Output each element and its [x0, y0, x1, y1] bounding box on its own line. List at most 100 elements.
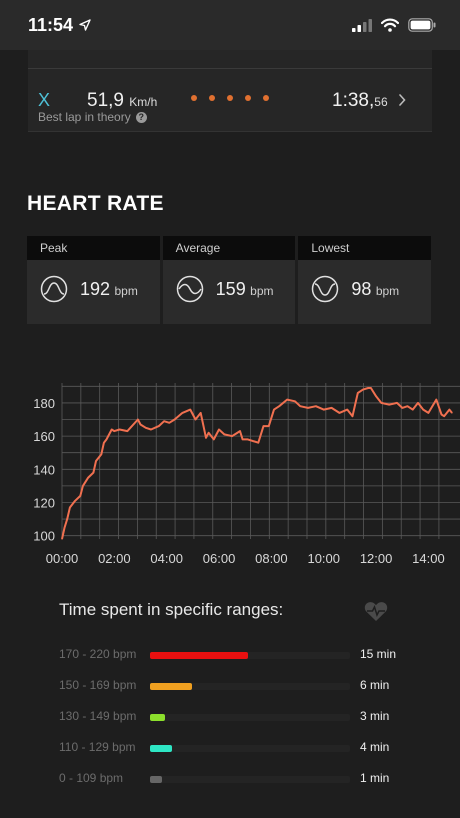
chart-data-point	[443, 415, 445, 417]
chart-data-point	[87, 476, 89, 479]
range-track	[150, 776, 350, 783]
chart-data-point	[278, 405, 280, 407]
lap-dot	[245, 95, 251, 101]
hr-card-label: Lowest	[298, 236, 432, 260]
chart-x-tick-label: 12:00	[360, 551, 393, 566]
hr-card-lowest: Lowest 98 bpm	[298, 236, 432, 324]
chart-data-point	[257, 442, 259, 444]
lap-note: Best lap in theory ?	[38, 110, 147, 124]
chart-x-tick-label: 06:00	[203, 551, 236, 566]
chart-data-point	[139, 423, 142, 426]
heart-rate-chart: 100 120 140 160 180 00:00 02:00 04:00 06:00 08:00…	[0, 375, 460, 575]
chart-data-point	[268, 425, 270, 427]
lap-time-main: 1:38,	[332, 90, 375, 111]
chart-data-point	[118, 428, 121, 431]
lap-dot	[209, 95, 215, 101]
status-time-group: 11:54	[28, 15, 91, 36]
chart-data-point	[357, 392, 359, 394]
range-label: 150 - 169 bpm	[59, 678, 137, 692]
range-value: 1 min	[360, 771, 390, 785]
chart-data-point	[388, 403, 390, 406]
chart-data-point	[105, 438, 108, 441]
chart-data-point	[294, 400, 296, 402]
range-row: 130 - 149 bpm 3 min	[0, 709, 460, 727]
chart-data-point	[396, 402, 398, 404]
lap-card-divider	[28, 68, 432, 69]
chart-data-point	[218, 428, 220, 431]
chart-data-point	[126, 430, 129, 432]
best-lap-card[interactable]: X 51,9 Km/h 1:38,56 Best lap in theory ?	[28, 50, 432, 132]
chart-data-point	[74, 500, 76, 502]
chart-data-point	[150, 428, 152, 431]
chart-x-tick-label: 14:00	[412, 551, 445, 566]
hr-card-label: Peak	[27, 236, 160, 260]
chart-data-point	[239, 430, 241, 432]
range-bar-fill	[150, 714, 165, 721]
range-row: 150 - 169 bpm 6 min	[0, 678, 460, 696]
chart-data-point	[417, 402, 419, 404]
chart-data-point	[111, 428, 113, 431]
lap-time-ms: 56	[374, 95, 388, 109]
status-time: 11:54	[28, 14, 74, 35]
chart-data-point	[412, 408, 414, 411]
chart-data-point	[189, 408, 191, 411]
location-arrow-icon	[79, 19, 91, 31]
range-label: 0 - 109 bpm	[59, 771, 124, 785]
chart-data-point	[137, 418, 139, 421]
chart-data-point	[367, 387, 369, 389]
lap-marker: X	[38, 90, 51, 110]
range-row: 170 - 220 bpm 15 min	[0, 647, 460, 665]
chart-x-tick-label: 10:00	[307, 551, 340, 566]
chart-data-point	[223, 433, 225, 436]
chart-x-tick-label: 08:00	[255, 551, 288, 566]
status-bar: 11:54	[0, 0, 460, 50]
range-bar-fill	[150, 652, 248, 659]
chart-data-point	[262, 425, 265, 427]
hr-value: 159	[215, 278, 246, 299]
chart-data-point	[69, 506, 71, 509]
chart-data-point	[113, 430, 115, 432]
chart-data-point	[61, 538, 63, 540]
battery-icon	[408, 18, 436, 32]
lap-speed-unit: Km/h	[129, 95, 158, 109]
lap-dot	[263, 95, 269, 101]
chart-data-point	[100, 453, 102, 455]
lap-dots	[191, 95, 269, 101]
chart-data-point	[145, 427, 147, 429]
chart-data-point	[323, 408, 325, 411]
chart-y-tick-label: 140	[33, 462, 55, 477]
chart-data-point	[205, 437, 207, 439]
heart-rate-chart-svg: 100 120 140 160 180 00:00 02:00 04:00 06:00 08:00…	[33, 383, 460, 566]
heart-rate-cards: Peak 192 bpm Average 159 bpm Lowest 98 b…	[27, 236, 432, 324]
range-value: 6 min	[360, 678, 390, 692]
chart-data-point	[448, 408, 450, 411]
chart-data-point	[163, 420, 165, 422]
chart-data-point	[375, 395, 377, 397]
chart-data-point	[451, 412, 453, 414]
range-label: 170 - 220 bpm	[59, 647, 137, 661]
range-value: 4 min	[360, 740, 390, 754]
range-label: 110 - 129 bpm	[59, 740, 136, 754]
chart-data-point	[95, 460, 97, 462]
chart-data-point	[66, 518, 68, 520]
range-label: 130 - 149 bpm	[59, 709, 137, 723]
hr-unit: bpm	[250, 283, 274, 298]
chart-data-point	[173, 418, 176, 421]
chart-data-point	[330, 407, 333, 409]
chart-data-point	[346, 408, 348, 411]
help-icon[interactable]: ?	[135, 111, 147, 123]
hr-value: 192	[80, 278, 111, 299]
chevron-right-icon[interactable]	[398, 94, 406, 106]
chart-data-point	[247, 438, 249, 441]
range-bar-fill	[150, 745, 172, 752]
chart-data-point	[231, 435, 233, 437]
chart-data-point	[299, 405, 301, 407]
hr-unit: bpm	[375, 283, 400, 298]
chart-data-point	[401, 407, 403, 409]
peak-wave-icon	[40, 275, 68, 303]
range-track	[150, 683, 350, 690]
lowest-wave-icon	[312, 275, 339, 303]
chart-data-point	[194, 418, 197, 421]
range-track	[150, 745, 350, 752]
chart-data-point	[242, 438, 244, 441]
